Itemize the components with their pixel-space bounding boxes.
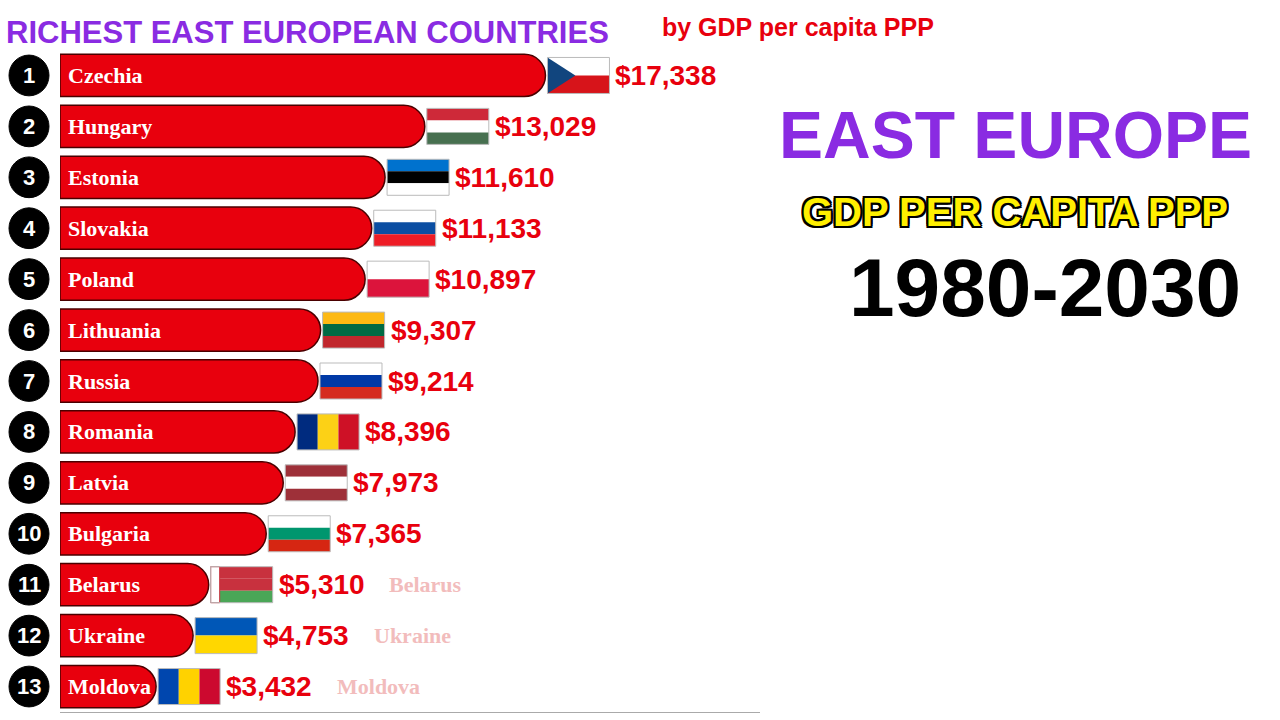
svg-text:$11,610: $11,610 <box>455 162 555 193</box>
svg-text:RICHEST EAST EUROPEAN COUNTRIE: RICHEST EAST EUROPEAN COUNTRIES <box>6 15 609 50</box>
svg-text:5: 5 <box>23 267 35 292</box>
svg-text:Bulgaria: Bulgaria <box>68 521 150 546</box>
svg-text:4: 4 <box>23 216 36 241</box>
svg-text:GDP PER CAPITA PPP: GDP PER CAPITA PPP <box>802 190 1228 234</box>
svg-text:6: 6 <box>23 318 35 343</box>
svg-text:Moldova: Moldova <box>68 674 151 699</box>
svg-text:9: 9 <box>23 470 35 495</box>
svg-text:Romania: Romania <box>68 419 154 444</box>
svg-text:$8,396: $8,396 <box>365 416 451 447</box>
svg-text:Czechia: Czechia <box>68 63 143 88</box>
svg-text:Hungary: Hungary <box>68 114 152 139</box>
svg-text:13: 13 <box>17 674 41 699</box>
svg-text:$4,753: $4,753 <box>263 620 349 651</box>
svg-text:$7,973: $7,973 <box>353 467 439 498</box>
svg-text:Belarus: Belarus <box>68 572 141 597</box>
svg-text:$9,307: $9,307 <box>391 315 477 346</box>
svg-text:EAST EUROPE: EAST EUROPE <box>779 98 1252 172</box>
svg-text:$17,338: $17,338 <box>615 60 716 91</box>
svg-text:Ukraine: Ukraine <box>68 623 145 648</box>
svg-text:12: 12 <box>17 623 41 648</box>
svg-text:$3,432: $3,432 <box>226 671 312 702</box>
svg-text:Latvia: Latvia <box>68 470 129 495</box>
svg-text:$10,897: $10,897 <box>435 264 536 295</box>
svg-text:$5,310: $5,310 <box>279 569 365 600</box>
svg-text:Lithuania: Lithuania <box>68 318 161 343</box>
svg-text:7: 7 <box>23 369 35 394</box>
svg-text:Slovakia: Slovakia <box>68 216 149 241</box>
svg-text:2: 2 <box>23 114 35 139</box>
svg-text:8: 8 <box>23 419 35 444</box>
svg-text:1980-2030: 1980-2030 <box>849 242 1241 333</box>
svg-text:3: 3 <box>23 165 35 190</box>
svg-text:$7,365: $7,365 <box>336 518 422 549</box>
svg-text:1: 1 <box>23 63 35 88</box>
svg-text:Estonia: Estonia <box>68 165 139 190</box>
svg-text:Belarus: Belarus <box>389 572 462 597</box>
svg-text:Russia: Russia <box>68 369 130 394</box>
svg-text:Moldova: Moldova <box>337 674 420 699</box>
svg-text:$9,214: $9,214 <box>388 366 474 397</box>
svg-text:10: 10 <box>17 521 41 546</box>
svg-text:by GDP per capita PPP: by GDP per capita PPP <box>662 13 934 41</box>
svg-text:$13,029: $13,029 <box>495 111 596 142</box>
svg-text:Ukraine: Ukraine <box>374 623 451 648</box>
svg-text:Poland: Poland <box>68 267 134 292</box>
svg-text:$11,133: $11,133 <box>442 213 542 244</box>
svg-text:11: 11 <box>18 572 41 597</box>
